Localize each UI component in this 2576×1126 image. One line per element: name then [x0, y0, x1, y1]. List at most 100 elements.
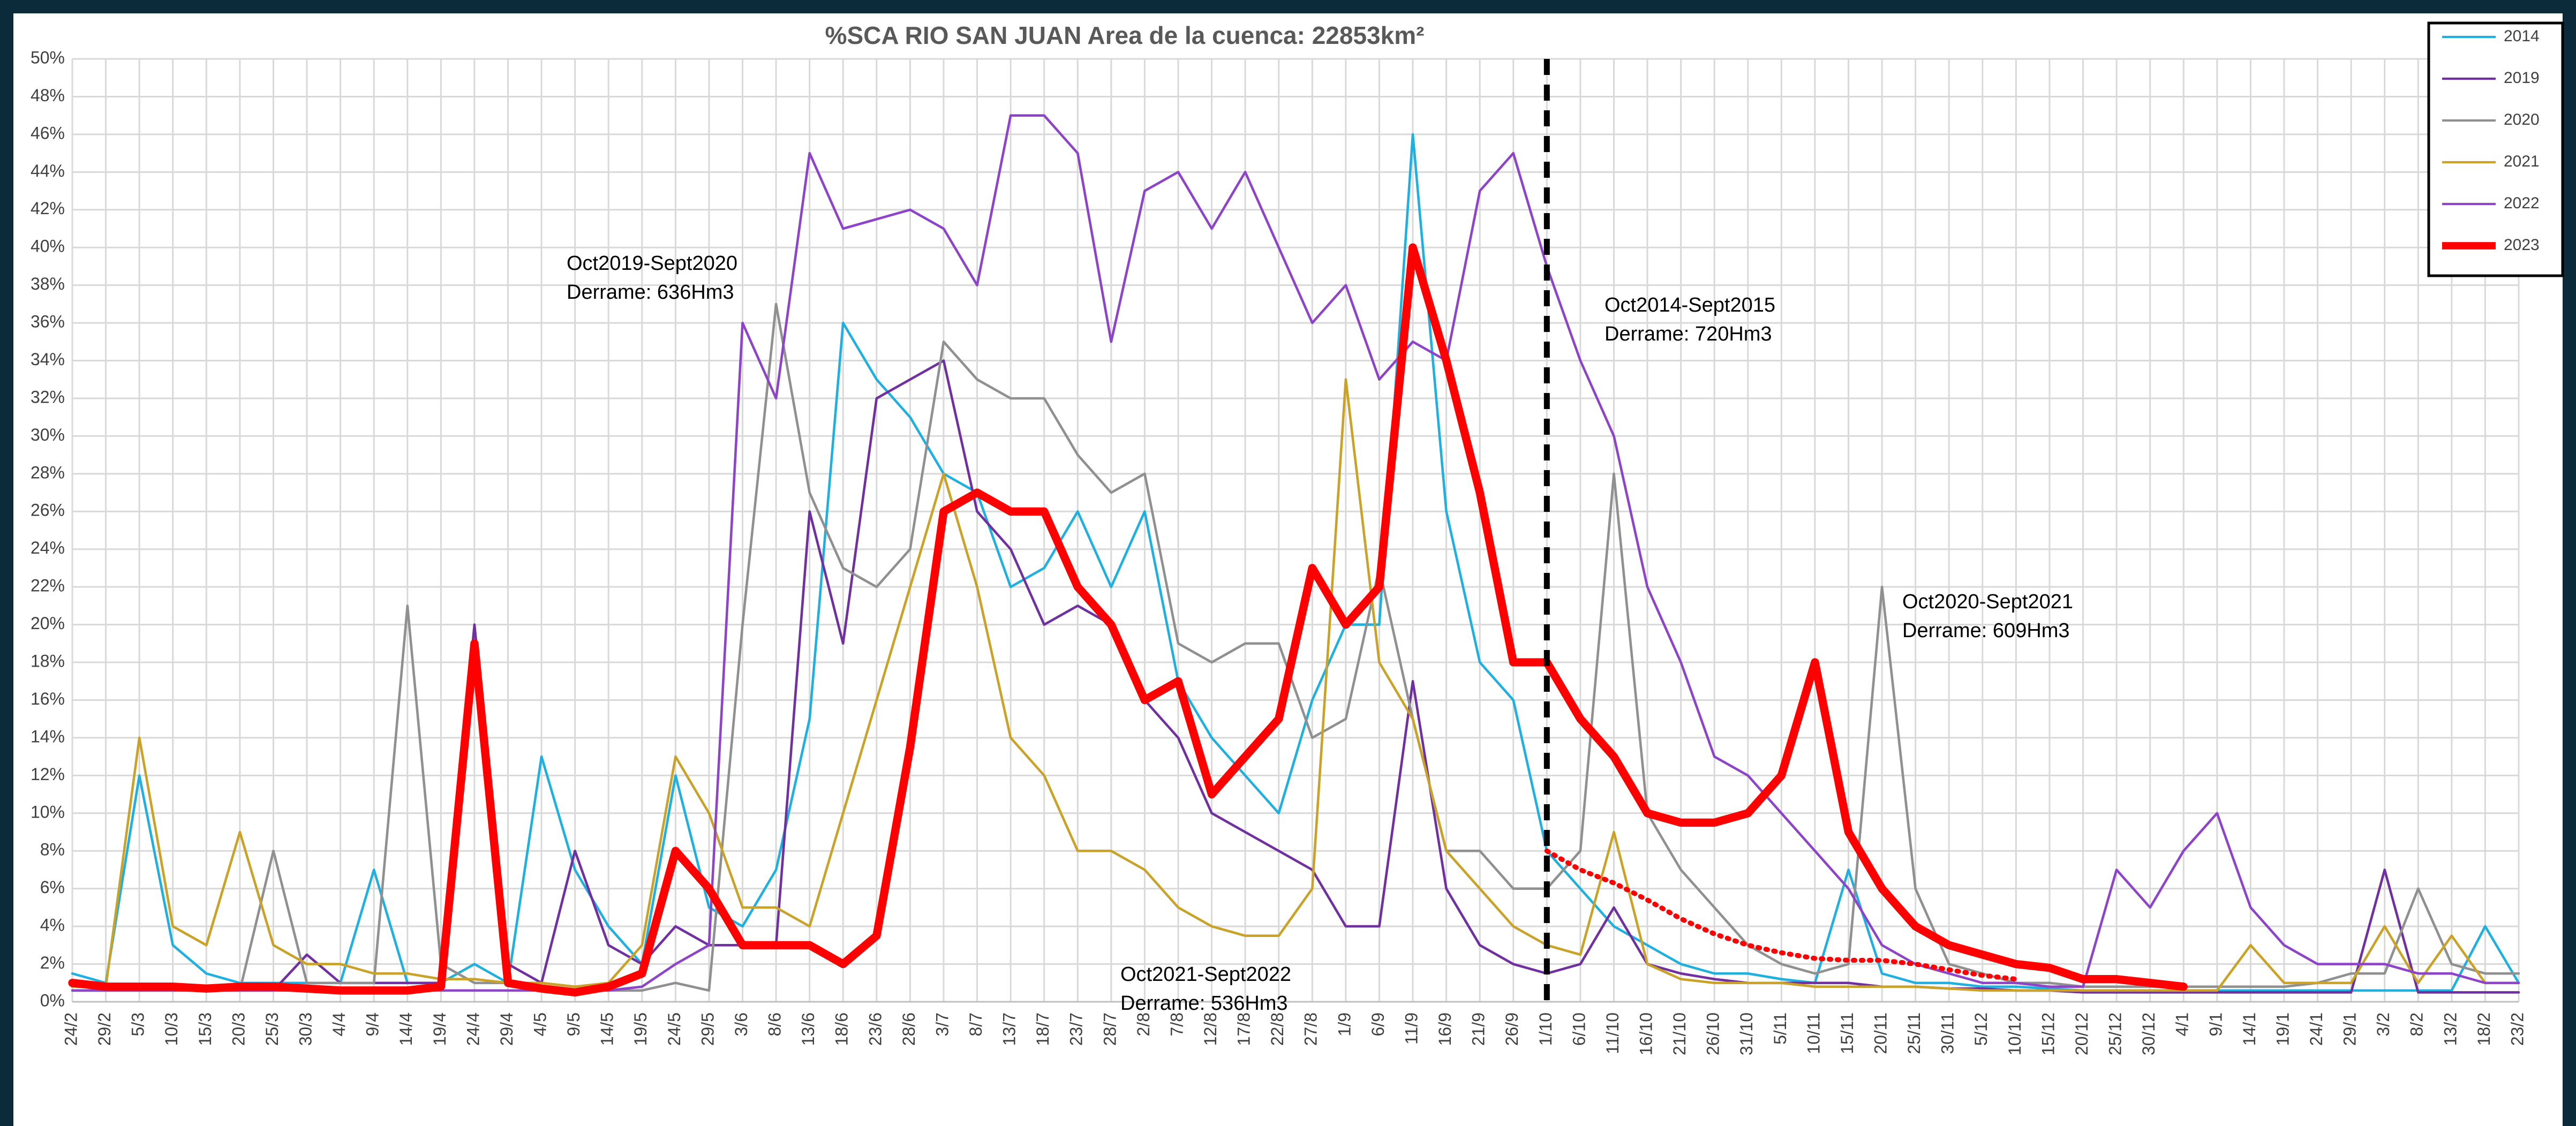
- x-tick-label: 14/1: [2240, 1012, 2259, 1046]
- x-tick-label: 18/7: [1033, 1012, 1052, 1046]
- x-tick-label: 24/1: [2307, 1012, 2326, 1046]
- x-tick-label: 16/9: [1435, 1012, 1455, 1046]
- x-tick-label: 4/5: [531, 1012, 550, 1036]
- x-tick-label: 13/6: [799, 1012, 818, 1046]
- x-tick-label: 20/12: [2072, 1012, 2091, 1055]
- x-tick-label: 15/11: [1837, 1012, 1857, 1054]
- x-tick-label: 29/1: [2340, 1012, 2360, 1046]
- x-tick-label: 5/12: [1971, 1012, 1991, 1046]
- legend-label: 2014: [2504, 27, 2540, 45]
- x-tick-label: 29/4: [497, 1012, 516, 1046]
- x-tick-label: 23/6: [865, 1012, 885, 1046]
- x-tick-label: 4/1: [2173, 1012, 2192, 1036]
- x-tick-label: 19/4: [430, 1012, 449, 1046]
- y-tick-label: 50%: [31, 48, 65, 67]
- x-tick-label: 22/8: [1268, 1012, 1287, 1046]
- annotation: Oct2019-Sept2020: [567, 252, 737, 275]
- x-tick-label: 25/3: [262, 1012, 282, 1046]
- x-tick-label: 4/4: [329, 1012, 349, 1036]
- x-tick-label: 16/10: [1636, 1012, 1655, 1055]
- x-tick-label: 12/8: [1201, 1012, 1220, 1046]
- x-tick-label: 11/10: [1603, 1012, 1622, 1054]
- x-tick-label: 21/9: [1469, 1012, 1488, 1046]
- legend-label: 2020: [2504, 111, 2540, 129]
- y-tick-label: 8%: [40, 840, 65, 859]
- y-tick-label: 46%: [31, 123, 65, 142]
- y-tick-label: 0%: [40, 991, 65, 1010]
- x-tick-label: 24/4: [463, 1012, 483, 1046]
- annotation: Oct2014-Sept2015: [1605, 294, 1775, 316]
- x-tick-label: 13/7: [1000, 1012, 1019, 1046]
- x-tick-label: 7/8: [1167, 1012, 1186, 1036]
- legend-label: 2021: [2504, 153, 2540, 170]
- x-tick-label: 14/5: [598, 1012, 617, 1046]
- x-tick-label: 9/4: [363, 1012, 382, 1036]
- x-tick-label: 24/2: [61, 1012, 80, 1046]
- x-tick-label: 2/8: [1134, 1012, 1153, 1036]
- x-tick-label: 19/5: [631, 1012, 650, 1046]
- x-tick-label: 30/12: [2139, 1012, 2158, 1055]
- x-tick-label: 23/7: [1067, 1012, 1086, 1046]
- y-tick-label: 14%: [31, 727, 65, 746]
- x-tick-label: 15/3: [195, 1012, 215, 1046]
- x-tick-label: 28/7: [1100, 1012, 1119, 1046]
- legend-label: 2019: [2504, 69, 2540, 87]
- x-tick-label: 17/8: [1234, 1012, 1254, 1046]
- y-tick-label: 24%: [31, 538, 65, 557]
- y-tick-label: 16%: [31, 689, 65, 708]
- y-tick-label: 12%: [31, 765, 65, 784]
- x-tick-label: 5/3: [129, 1012, 148, 1036]
- series-line: [71, 114, 2520, 992]
- x-tick-label: 23/2: [2507, 1012, 2527, 1046]
- x-tick-label: 15/12: [2038, 1012, 2058, 1055]
- x-tick-label: 8/7: [966, 1012, 985, 1036]
- x-tick-label: 10/11: [1804, 1012, 1823, 1054]
- x-tick-label: 28/6: [899, 1012, 918, 1046]
- x-tick-label: 21/10: [1670, 1012, 1689, 1055]
- annotation: Derrame: 536Hm3: [1120, 992, 1288, 1015]
- x-tick-label: 3/2: [2374, 1012, 2393, 1036]
- x-tick-label: 6/10: [1569, 1012, 1588, 1046]
- x-tick-label: 26/9: [1502, 1012, 1522, 1046]
- y-tick-label: 36%: [31, 312, 65, 331]
- x-tick-label: 13/2: [2441, 1012, 2460, 1046]
- x-tick-label: 27/8: [1301, 1012, 1321, 1046]
- y-tick-label: 6%: [40, 878, 65, 897]
- y-tick-label: 26%: [31, 501, 65, 520]
- x-tick-label: 25/12: [2106, 1012, 2125, 1055]
- legend-box: [2427, 21, 2564, 277]
- y-tick-label: 28%: [31, 463, 65, 482]
- x-tick-label: 14/4: [396, 1012, 416, 1046]
- x-tick-label: 30/3: [296, 1012, 315, 1046]
- y-tick-label: 40%: [31, 237, 65, 256]
- y-tick-label: 2%: [40, 953, 65, 972]
- y-tick-label: 32%: [31, 387, 65, 406]
- x-tick-label: 29/2: [95, 1012, 114, 1046]
- annotation: Derrame: 720Hm3: [1605, 323, 1772, 345]
- y-tick-label: 20%: [31, 614, 65, 633]
- x-tick-label: 8/2: [2407, 1012, 2427, 1036]
- x-tick-label: 11/9: [1402, 1012, 1421, 1045]
- annotation: Oct2020-Sept2021: [1902, 591, 2073, 613]
- x-tick-label: 20/11: [1871, 1012, 1890, 1054]
- legend-label: 2023: [2504, 236, 2540, 254]
- y-tick-label: 30%: [31, 425, 65, 444]
- x-tick-label: 10/3: [162, 1012, 181, 1046]
- x-tick-label: 26/10: [1704, 1012, 1723, 1055]
- x-tick-label: 29/5: [698, 1012, 717, 1046]
- trend-line: [1544, 848, 2019, 982]
- x-tick-label: 19/1: [2273, 1012, 2292, 1046]
- chart-background: [13, 13, 2563, 1126]
- y-tick-label: 48%: [31, 86, 65, 105]
- x-tick-label: 25/11: [1904, 1012, 1924, 1054]
- y-tick-label: 42%: [31, 199, 65, 218]
- y-tick-label: 34%: [31, 350, 65, 369]
- annotation: Derrame: 609Hm3: [1902, 619, 2070, 642]
- x-tick-label: 18/2: [2474, 1012, 2494, 1046]
- x-tick-label: 9/1: [2206, 1012, 2225, 1036]
- x-tick-label: 8/6: [765, 1012, 785, 1036]
- x-tick-label: 3/7: [932, 1012, 952, 1036]
- y-tick-label: 18%: [31, 651, 65, 670]
